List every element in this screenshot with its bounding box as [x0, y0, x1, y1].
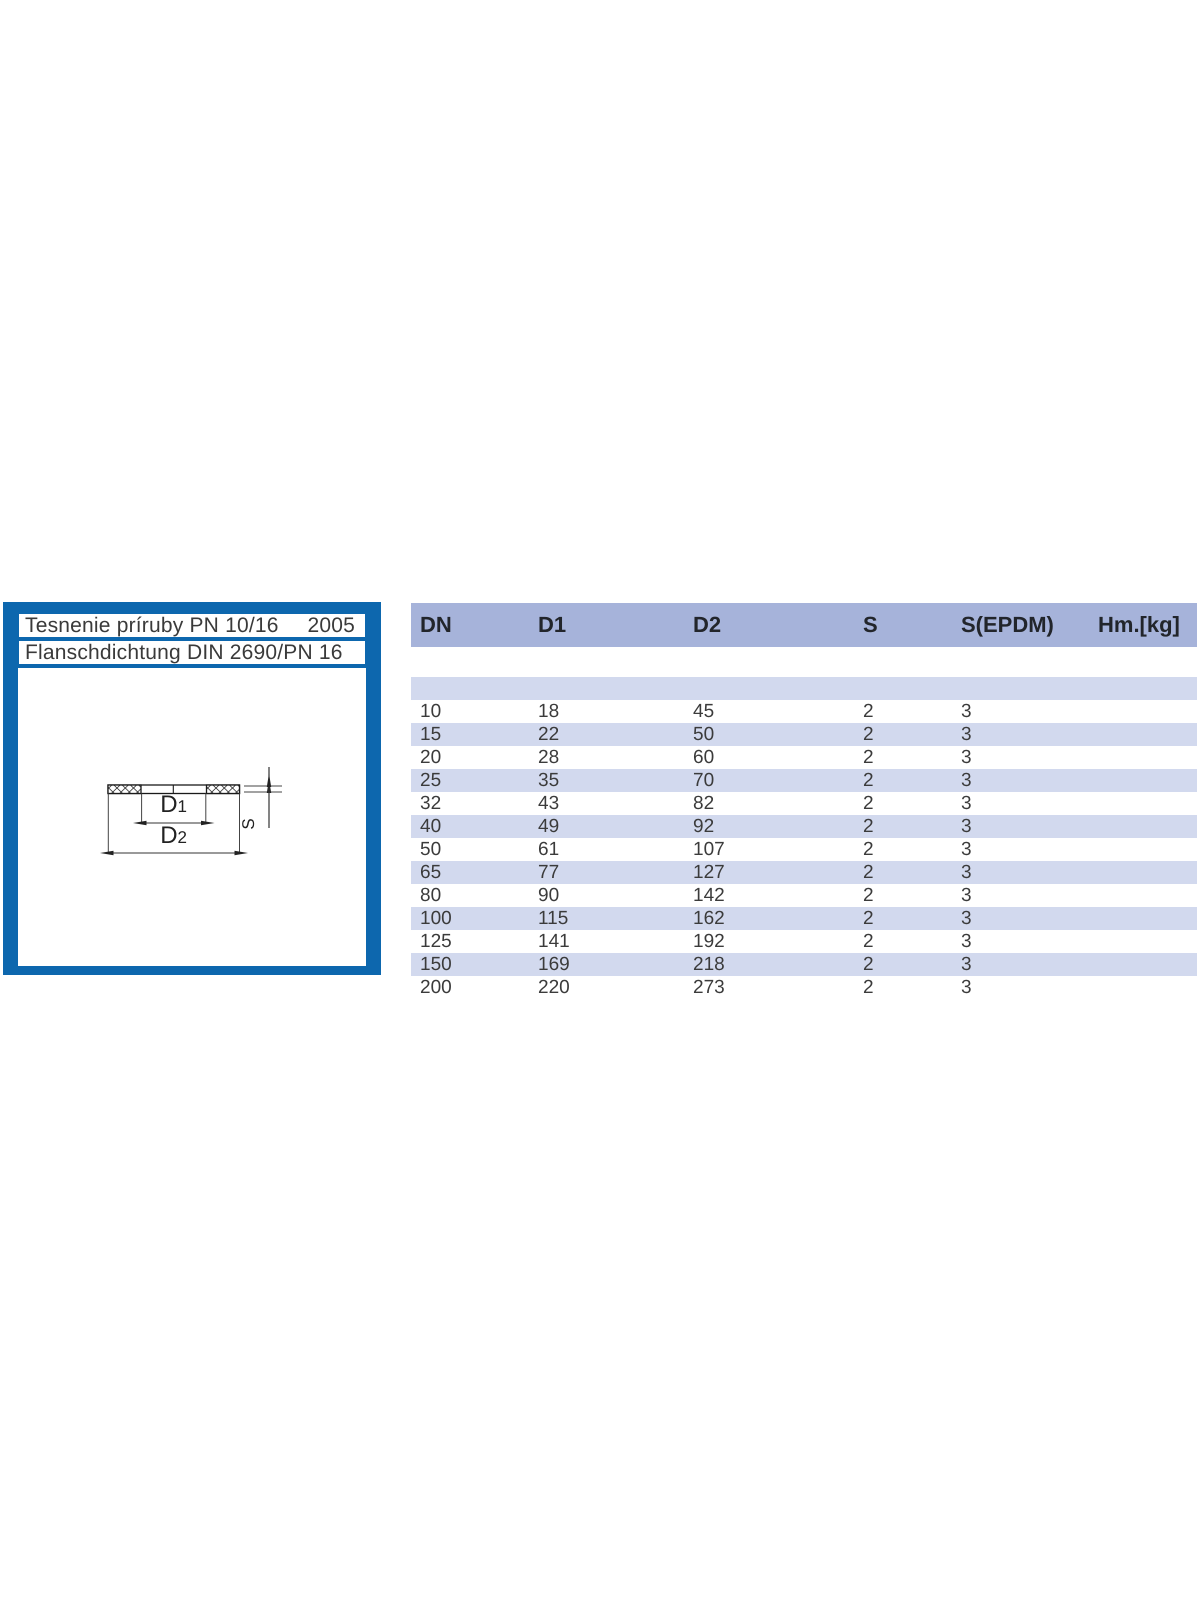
svg-text:D2: D2 [160, 822, 187, 849]
svg-text:D1: D1 [160, 791, 187, 818]
svg-text:S: S [239, 818, 258, 829]
